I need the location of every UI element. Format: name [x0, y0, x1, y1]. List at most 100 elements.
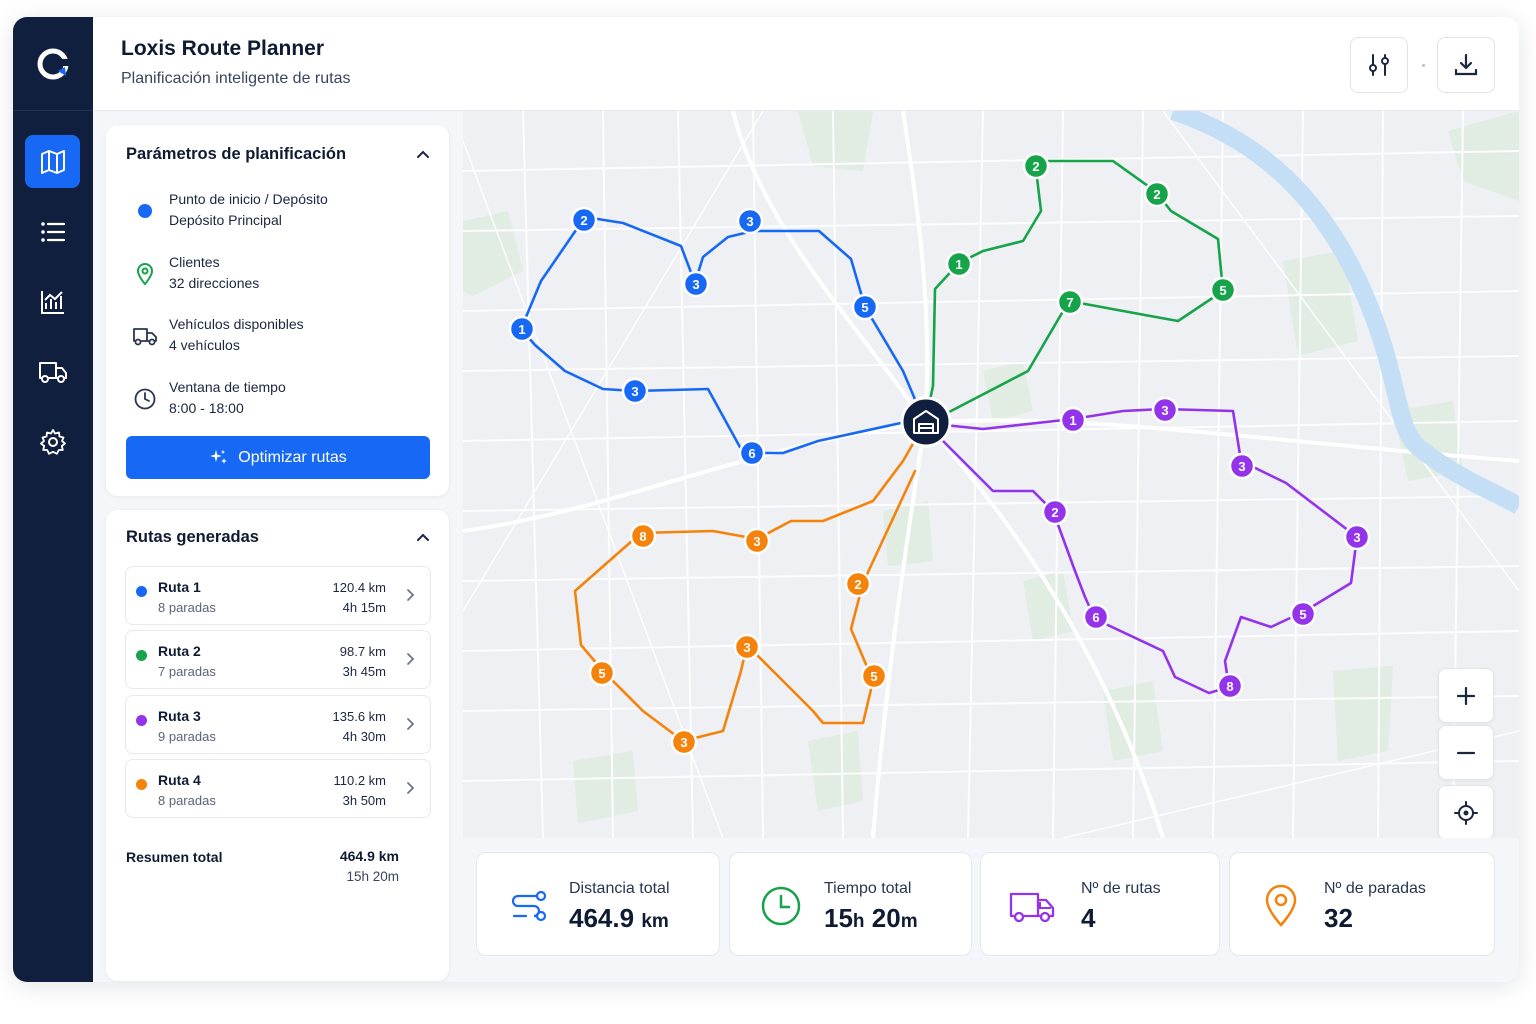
filters-button[interactable]	[1350, 37, 1408, 93]
route-item-3[interactable]: Ruta 3 9 paradas 135.6 km 4h 30m	[125, 695, 431, 754]
depot-dot-icon	[138, 204, 152, 218]
planning-panel: Parámetros de planificación Punto de ini…	[106, 125, 449, 496]
stop-marker[interactable]: 2	[570, 206, 598, 234]
param-value: 8:00 - 18:00	[169, 400, 244, 416]
stop-label: 5	[1299, 607, 1306, 622]
stop-marker[interactable]: 1	[945, 250, 973, 278]
stop-label: 5	[598, 666, 605, 681]
param-depot: Punto de inicio / Depósito Depósito Prin…	[126, 191, 426, 235]
plus-icon	[1456, 686, 1476, 705]
stop-label: 1	[518, 322, 525, 337]
stop-label: 2	[854, 577, 861, 592]
route-item-2[interactable]: Ruta 2 7 paradas 98.7 km 3h 45m	[125, 630, 431, 689]
stop-marker[interactable]: 2	[844, 570, 872, 598]
sidebar-item-vehicles[interactable]	[25, 345, 80, 398]
route-map[interactable]: 1 2 3 3 3 5 6 1 2 2 5 7 1 3 3 3 5 8 6 2	[463, 111, 1519, 838]
param-value: Depósito Principal	[169, 212, 282, 228]
param-label: Clientes	[169, 254, 220, 270]
map-canvas: 1 2 3 3 3 5 6 1 2 2 5 7 1 3 3 3 5 8 6 2	[463, 111, 1519, 838]
warehouse-icon	[913, 410, 939, 434]
list-icon	[40, 221, 65, 242]
stop-label: 1	[955, 257, 962, 272]
route-color-dot	[136, 715, 147, 726]
stop-marker[interactable]: 7	[1056, 288, 1084, 316]
stop-marker[interactable]: 5	[588, 659, 616, 687]
stop-marker[interactable]: 2	[1143, 180, 1171, 208]
zoom-out-button[interactable]	[1438, 725, 1494, 780]
stop-marker[interactable]: 3	[733, 633, 761, 661]
stop-marker[interactable]: 8	[1216, 672, 1244, 700]
stop-label: 8	[639, 529, 646, 544]
stat-value: 4	[1081, 903, 1096, 933]
stop-label: 5	[861, 300, 868, 315]
stop-marker[interactable]: 2	[1041, 498, 1069, 526]
stop-marker[interactable]: 1	[1059, 406, 1087, 434]
stop-label: 2	[1153, 187, 1160, 202]
minus-icon	[1456, 751, 1476, 754]
stop-marker[interactable]: 5	[860, 662, 888, 690]
stop-marker[interactable]: 3	[1343, 523, 1371, 551]
stop-label: 2	[1032, 159, 1039, 174]
stop-marker[interactable]: 5	[851, 293, 879, 321]
route-distance: 110.2 km	[333, 773, 386, 788]
route-name: Ruta 4	[158, 772, 201, 788]
route-time: 3h 50m	[342, 793, 386, 808]
chevron-up-icon[interactable]	[415, 529, 431, 545]
stop-marker[interactable]: 2	[1022, 152, 1050, 180]
sidebar-item-settings[interactable]	[25, 415, 80, 468]
map-main-roads	[463, 111, 1519, 838]
route-time: 4h 30m	[342, 729, 386, 744]
sliders-icon	[1369, 54, 1389, 76]
logo-icon	[37, 48, 70, 79]
stop-marker[interactable]: 6	[1082, 603, 1110, 631]
chevron-right-icon	[407, 653, 415, 665]
sparkles-icon	[210, 449, 228, 464]
stop-marker[interactable]: 3	[621, 377, 649, 405]
param-label: Vehículos disponibles	[169, 316, 304, 332]
sidebar-item-list[interactable]	[25, 205, 80, 258]
route-item-1[interactable]: Ruta 1 8 paradas 120.4 km 4h 15m	[125, 566, 431, 625]
sidebar-item-map[interactable]	[25, 135, 80, 188]
param-value: 4 vehículos	[169, 337, 240, 353]
stop-marker[interactable]: 8	[629, 522, 657, 550]
stat-label: Tiempo total	[824, 880, 912, 897]
param-time-window: Ventana de tiempo 8:00 - 18:00	[126, 379, 426, 423]
stop-marker[interactable]: 1	[508, 315, 536, 343]
locate-button[interactable]	[1438, 785, 1494, 838]
route-time: 3h 45m	[342, 664, 386, 679]
zoom-in-button[interactable]	[1438, 668, 1494, 723]
route-line-purple	[923, 407, 1359, 695]
stop-label: 3	[1161, 403, 1168, 418]
stop-marker[interactable]: 3	[736, 207, 764, 235]
stop-marker[interactable]: 6	[738, 439, 766, 467]
header: Loxis Route Planner Planificación inteli…	[93, 17, 1519, 111]
stat-value: 15h 20m	[824, 903, 918, 933]
stop-marker[interactable]: 3	[682, 270, 710, 298]
route-lines	[519, 159, 1359, 743]
param-label: Punto de inicio / Depósito	[169, 191, 328, 207]
stop-label: 6	[1092, 610, 1099, 625]
stop-marker[interactable]: 3	[1228, 452, 1256, 480]
stop-label: 7	[1066, 295, 1073, 310]
stop-marker[interactable]: 3	[743, 527, 771, 555]
stop-marker[interactable]: 5	[1209, 276, 1237, 304]
chevron-up-icon[interactable]	[415, 146, 431, 162]
param-label: Ventana de tiempo	[169, 379, 286, 395]
depot-marker[interactable]	[900, 396, 952, 448]
clock-icon	[134, 388, 156, 410]
stat-stop-count: Nº de paradas 32	[1229, 852, 1495, 956]
download-button[interactable]	[1437, 37, 1495, 93]
optimize-routes-button[interactable]: Optimizar rutas	[126, 436, 430, 479]
route-item-4[interactable]: Ruta 4 8 paradas 110.2 km 3h 50m	[125, 759, 431, 818]
stop-marker[interactable]: 5	[1289, 600, 1317, 628]
location-pin-icon	[1265, 884, 1297, 927]
stop-label: 2	[580, 213, 587, 228]
stop-marker[interactable]: 3	[1151, 396, 1179, 424]
chevron-right-icon	[407, 718, 415, 730]
route-distance: 135.6 km	[332, 709, 386, 724]
sidebar-item-analytics[interactable]	[25, 275, 80, 328]
stat-label: Distancia total	[569, 880, 670, 897]
stop-label: 2	[1051, 505, 1058, 520]
map-river	[1170, 111, 1519, 514]
stop-marker[interactable]: 3	[670, 728, 698, 756]
